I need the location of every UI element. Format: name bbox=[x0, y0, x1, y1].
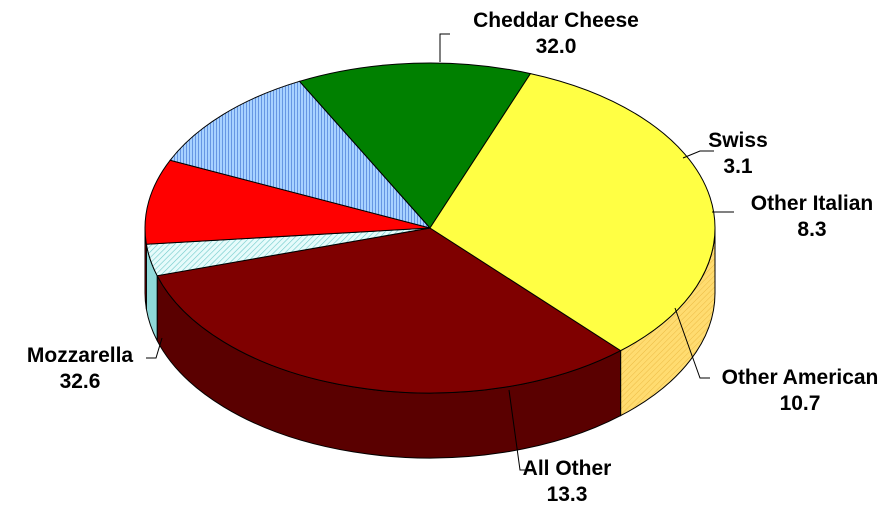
leader-line-mozzarella bbox=[146, 337, 163, 359]
pie-slice-mozzarella bbox=[429, 73, 716, 352]
pie-slice-all-other bbox=[298, 62, 532, 229]
pie-slice-other-italian bbox=[144, 159, 431, 245]
slice-value-other-italian: 8.3 bbox=[797, 218, 826, 241]
slice-label-mozzarella: Mozzarella bbox=[27, 344, 134, 367]
pie-slice-cheddar-cheese bbox=[156, 227, 622, 394]
pie-slice-other-american bbox=[169, 80, 432, 229]
slice-label-other-american: Other American bbox=[722, 366, 879, 389]
leader-line-other-american bbox=[674, 307, 710, 379]
pie-tops bbox=[144, 62, 716, 394]
slice-label-other-italian: Other Italian bbox=[751, 192, 874, 215]
pie-labels: Cheddar Cheese 32.0 Swiss 3.1 Other Italian 8… bbox=[27, 9, 878, 506]
slice-label-cheddar-cheese: Cheddar Cheese bbox=[473, 9, 639, 32]
slice-value-swiss: 3.1 bbox=[723, 155, 753, 178]
leader-line-swiss bbox=[682, 150, 714, 159]
slice-label-swiss: Swiss bbox=[708, 129, 768, 152]
slice-value-cheddar-cheese: 32.0 bbox=[536, 35, 577, 58]
slice-value-mozzarella: 32.6 bbox=[60, 370, 101, 393]
leader-line-cheddar-cheese bbox=[439, 33, 450, 62]
slice-label-all-other: All Other bbox=[523, 457, 612, 480]
leader-line-all-other bbox=[508, 389, 528, 471]
slice-value-other-american: 10.7 bbox=[780, 392, 821, 415]
slice-value-all-other: 13.3 bbox=[547, 483, 588, 506]
